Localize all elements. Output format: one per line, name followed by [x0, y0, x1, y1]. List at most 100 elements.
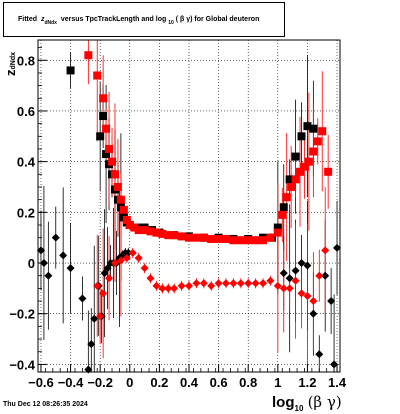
square-marker [84, 51, 93, 60]
square-marker [324, 167, 333, 176]
diamond-marker [303, 261, 312, 270]
square-marker [119, 205, 128, 214]
square-marker [273, 223, 282, 232]
square-marker [158, 229, 167, 238]
square-marker [102, 124, 111, 133]
y-tick-label: 0 [28, 256, 35, 271]
diamond-marker [59, 251, 68, 260]
y-tick-label: −0.2 [9, 307, 35, 322]
square-marker [278, 210, 287, 219]
square-marker [140, 226, 149, 235]
diamond-marker [51, 233, 60, 242]
diamond-marker [84, 365, 93, 374]
title-z-sub: dNdx [44, 19, 57, 26]
diamond-marker [146, 274, 155, 283]
diamond-marker [291, 266, 300, 275]
diamond-marker [152, 281, 161, 290]
square-marker [116, 195, 125, 204]
square-marker [164, 231, 173, 240]
x-tick-labels: −0.6 −0.4 −0.2 0 0.2 0.4 0.6 0.8 1 1.2 1.4 [28, 375, 347, 390]
diamond-marker [333, 243, 342, 252]
square-marker [287, 182, 296, 191]
diamond-marker [309, 297, 318, 306]
square-marker [259, 236, 268, 245]
diamond-marker [66, 264, 75, 273]
square-marker [152, 228, 161, 237]
square-marker [192, 233, 201, 242]
square-marker [105, 144, 114, 153]
x-tick-label: 0.4 [180, 375, 199, 390]
square-marker [229, 236, 238, 245]
square-marker [291, 152, 300, 161]
diamond-marker [140, 264, 149, 273]
square-marker [266, 233, 275, 242]
diamond-marker [199, 279, 208, 288]
square-marker [318, 127, 327, 136]
diamond-marker [116, 256, 125, 265]
diamond-marker [244, 279, 253, 288]
y-tick-label: 0.4 [17, 155, 36, 170]
square-marker [297, 132, 306, 141]
square-marker [309, 147, 318, 156]
y-axis-sub: dNdx [10, 52, 17, 70]
diamond-marker [164, 284, 173, 293]
data-points [36, 51, 342, 374]
y-tick-labels: −0.4 −0.2 0 0.2 0.4 0.6 0.8 [9, 53, 35, 372]
diamond-marker [315, 350, 324, 359]
diamond-marker [78, 294, 87, 303]
y-tick-label: 0.8 [17, 53, 35, 68]
square-marker [199, 233, 208, 242]
diamond-marker [297, 259, 306, 268]
title-prefix: Fitted [18, 16, 38, 23]
title-suffix: for Global deuteron [194, 16, 260, 23]
x-axis-main: log [272, 394, 295, 411]
axis-ticks [37, 47, 338, 372]
square-marker [285, 175, 294, 184]
square-marker [244, 236, 253, 245]
square-marker [96, 132, 105, 141]
square-marker [146, 227, 155, 236]
square-marker [304, 157, 313, 166]
diamond-marker [285, 274, 294, 283]
square-marker [122, 215, 131, 224]
diamond-marker [303, 291, 312, 300]
square-marker [66, 66, 75, 75]
y-axis-main: z [3, 69, 18, 77]
x-tick-label: 1.2 [298, 375, 316, 390]
diamond-marker [103, 264, 112, 273]
title-middle: versus TpcTrackLength and log [60, 16, 167, 23]
square-marker [236, 236, 245, 245]
timestamp: Thu Dec 12 08:26:35 2024 [3, 401, 88, 408]
diamond-marker [236, 279, 245, 288]
y-tick-label: 0.6 [17, 104, 35, 119]
y-tick-label: 0.2 [17, 205, 35, 220]
x-tick-label: 1.4 [328, 375, 347, 390]
x-axis-sub: 10 [294, 404, 304, 413]
diamond-marker [99, 289, 108, 298]
diamond-marker [321, 271, 330, 280]
x-tick-label: −0.6 [28, 375, 54, 390]
x-axis-tail: (β γ) [307, 393, 342, 411]
diamond-marker [207, 281, 216, 290]
y-axis-label: zdNdx [3, 52, 18, 76]
y-tick-label: −0.4 [9, 357, 35, 372]
x-tick-label: 0.6 [210, 375, 228, 390]
title-log-sub: 10 [168, 19, 174, 26]
diamond-marker [214, 279, 223, 288]
title-z: z [40, 16, 45, 23]
chart-title: Fitted z dNdx versus TpcTrackLength and l… [3, 2, 285, 37]
diamond-marker [330, 360, 339, 369]
square-marker [110, 170, 119, 179]
square-marker [313, 137, 322, 146]
square-marker [93, 71, 102, 80]
square-marker [130, 223, 139, 232]
x-axis-label: log10 (β γ) [272, 393, 342, 413]
square-marker [279, 203, 288, 212]
diamond-marker [273, 281, 282, 290]
diamond-marker [90, 314, 99, 323]
x-tick-label: −0.2 [87, 375, 113, 390]
square-marker [300, 162, 309, 171]
diamond-marker [134, 253, 143, 262]
diamond-marker [192, 279, 201, 288]
square-marker [273, 228, 282, 237]
